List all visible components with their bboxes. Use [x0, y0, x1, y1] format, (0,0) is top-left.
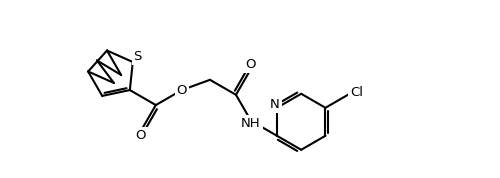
Text: O: O	[136, 129, 146, 142]
Text: S: S	[134, 51, 142, 64]
Text: Cl: Cl	[350, 86, 363, 99]
Text: NH: NH	[241, 117, 261, 130]
Text: O: O	[246, 58, 256, 71]
Text: O: O	[176, 83, 187, 96]
Text: N: N	[270, 98, 280, 111]
